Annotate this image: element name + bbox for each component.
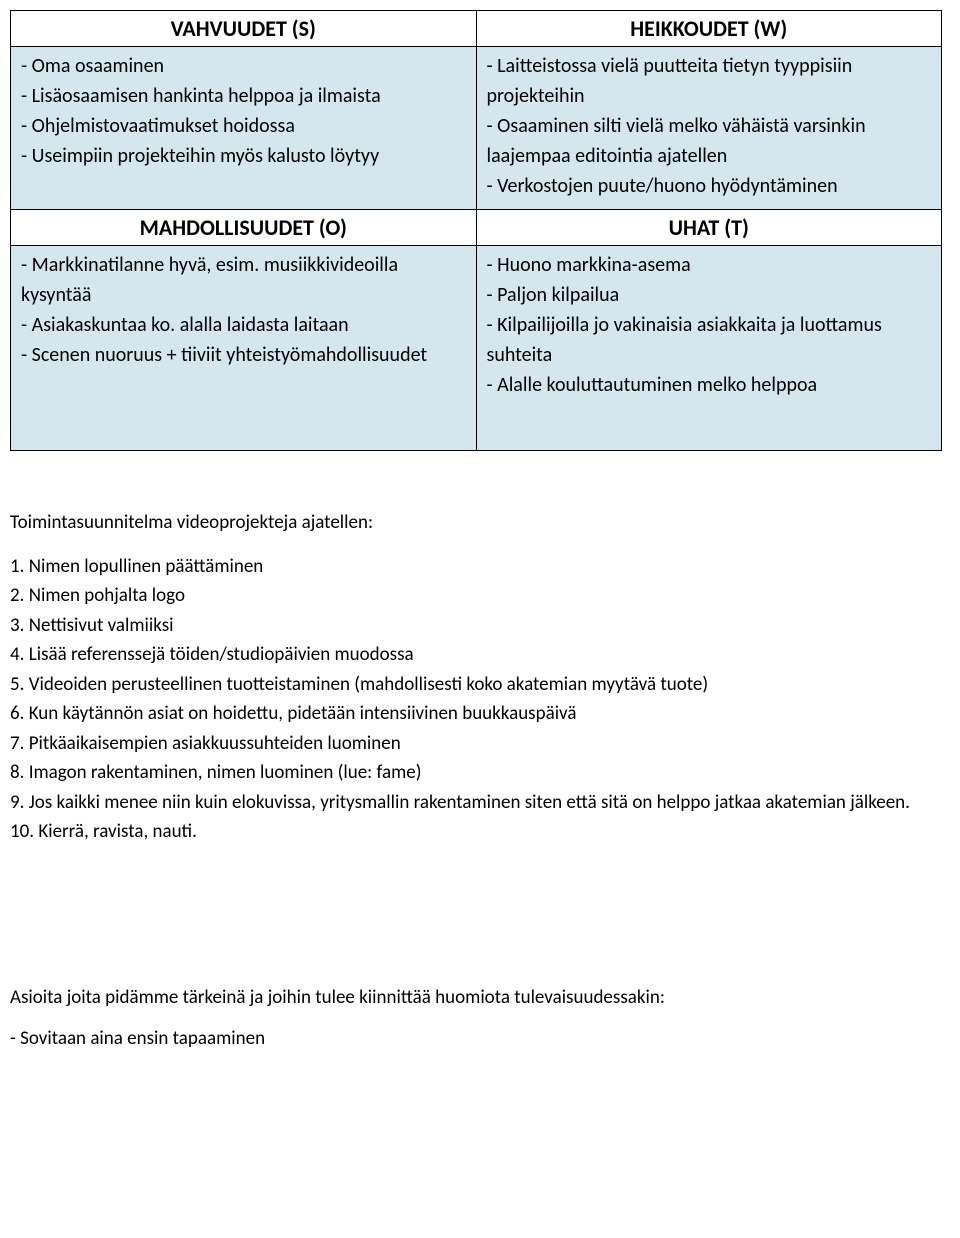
swot-item: - Paljon kilpailua [487, 280, 932, 310]
swot-item: - Lisäosaamisen hankinta helppoa ja ilma… [21, 81, 466, 111]
important-item: - Sovitaan aina ensin tapaaminen [10, 1027, 940, 1050]
swot-item: - Laitteistossa vielä puutteita tietyn t… [487, 51, 932, 111]
plan-item: 9. Jos kaikki menee niin kuin elokuvissa… [10, 788, 940, 817]
swot-item: - Verkostojen puute/huono hyödyntäminen [487, 171, 932, 201]
swot-body-strengths: - Oma osaaminen- Lisäosaamisen hankinta … [11, 47, 477, 210]
plan-item: 6. Kun käytännön asiat on hoidettu, pide… [10, 699, 940, 728]
important-heading: Asioita joita pidämme tärkeinä ja joihin… [10, 986, 940, 1009]
swot-table: VAHVUUDET (S) HEIKKOUDET (W) - Oma osaam… [10, 10, 942, 451]
plan-item: 2. Nimen pohjalta logo [10, 581, 940, 610]
swot-item: - Asiakaskuntaa ko. alalla laidasta lait… [21, 310, 466, 340]
important-list: - Sovitaan aina ensin tapaaminen [10, 1027, 940, 1050]
swot-item: - Scenen nuoruus + tiiviit yhteistyömahd… [21, 340, 466, 370]
plan-item: 5. Videoiden perusteellinen tuotteistami… [10, 670, 940, 699]
swot-body-threats: - Huono markkina-asema- Paljon kilpailua… [476, 246, 942, 451]
swot-item: - Ohjelmistovaatimukset hoidossa [21, 111, 466, 141]
plan-item: 10. Kierrä, ravista, nauti. [10, 817, 940, 846]
plan-list: 1. Nimen lopullinen päättäminen2. Nimen … [10, 552, 940, 846]
swot-header-threats: UHAT (T) [476, 210, 942, 246]
swot-body-opportunities: - Markkinatilanne hyvä, esim. musiikkivi… [11, 246, 477, 451]
plan-item: 1. Nimen lopullinen päättäminen [10, 552, 940, 581]
swot-item: - Oma osaaminen [21, 51, 466, 81]
plan-item: 4. Lisää referenssejä töiden/studiopäivi… [10, 640, 940, 669]
swot-body-weaknesses: - Laitteistossa vielä puutteita tietyn t… [476, 47, 942, 210]
plan-item: 7. Pitkäaikaisempien asiakkuussuhteiden … [10, 729, 940, 758]
swot-item: - Kilpailijoilla jo vakinaisia asiakkait… [487, 310, 932, 370]
plan-intro: Toimintasuunnitelma videoprojekteja ajat… [10, 511, 940, 534]
swot-header-weaknesses: HEIKKOUDET (W) [476, 11, 942, 47]
swot-item: - Huono markkina-asema [487, 250, 932, 280]
plan-item: 8. Imagon rakentaminen, nimen luominen (… [10, 758, 940, 787]
swot-header-opportunities: MAHDOLLISUUDET (O) [11, 210, 477, 246]
swot-header-strengths: VAHVUUDET (S) [11, 11, 477, 47]
swot-item: - Markkinatilanne hyvä, esim. musiikkivi… [21, 250, 466, 310]
swot-item: - Alalle kouluttautuminen melko helppoa [487, 370, 932, 400]
swot-item: - Useimpiin projekteihin myös kalusto lö… [21, 141, 466, 171]
swot-item: - Osaaminen silti vielä melko vähäistä v… [487, 111, 932, 171]
plan-item: 3. Nettisivut valmiiksi [10, 611, 940, 640]
